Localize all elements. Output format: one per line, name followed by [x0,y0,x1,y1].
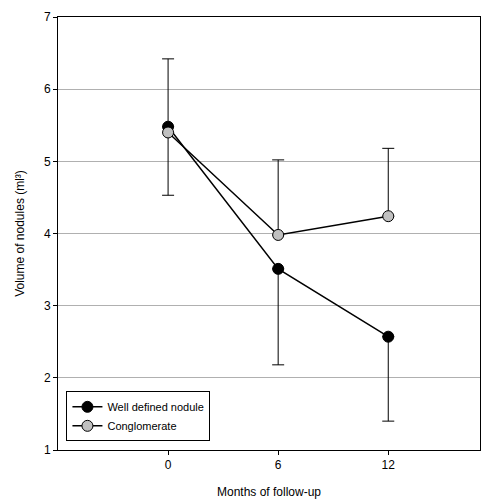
svg-text:6: 6 [44,82,51,96]
svg-text:4: 4 [44,227,51,241]
svg-text:0: 0 [165,458,172,472]
svg-text:7: 7 [44,10,51,24]
svg-text:3: 3 [44,299,51,313]
svg-text:1: 1 [44,443,51,457]
svg-text:Well defined nodule: Well defined nodule [107,401,203,413]
svg-text:2: 2 [44,371,51,385]
svg-text:Conglomerate: Conglomerate [107,420,176,432]
svg-text:12: 12 [382,458,396,472]
svg-text:Volume of nodules (ml³): Volume of nodules (ml³) [13,170,27,297]
svg-text:6: 6 [275,458,282,472]
svg-text:Months of follow-up: Months of follow-up [217,485,321,499]
svg-text:5: 5 [44,155,51,169]
